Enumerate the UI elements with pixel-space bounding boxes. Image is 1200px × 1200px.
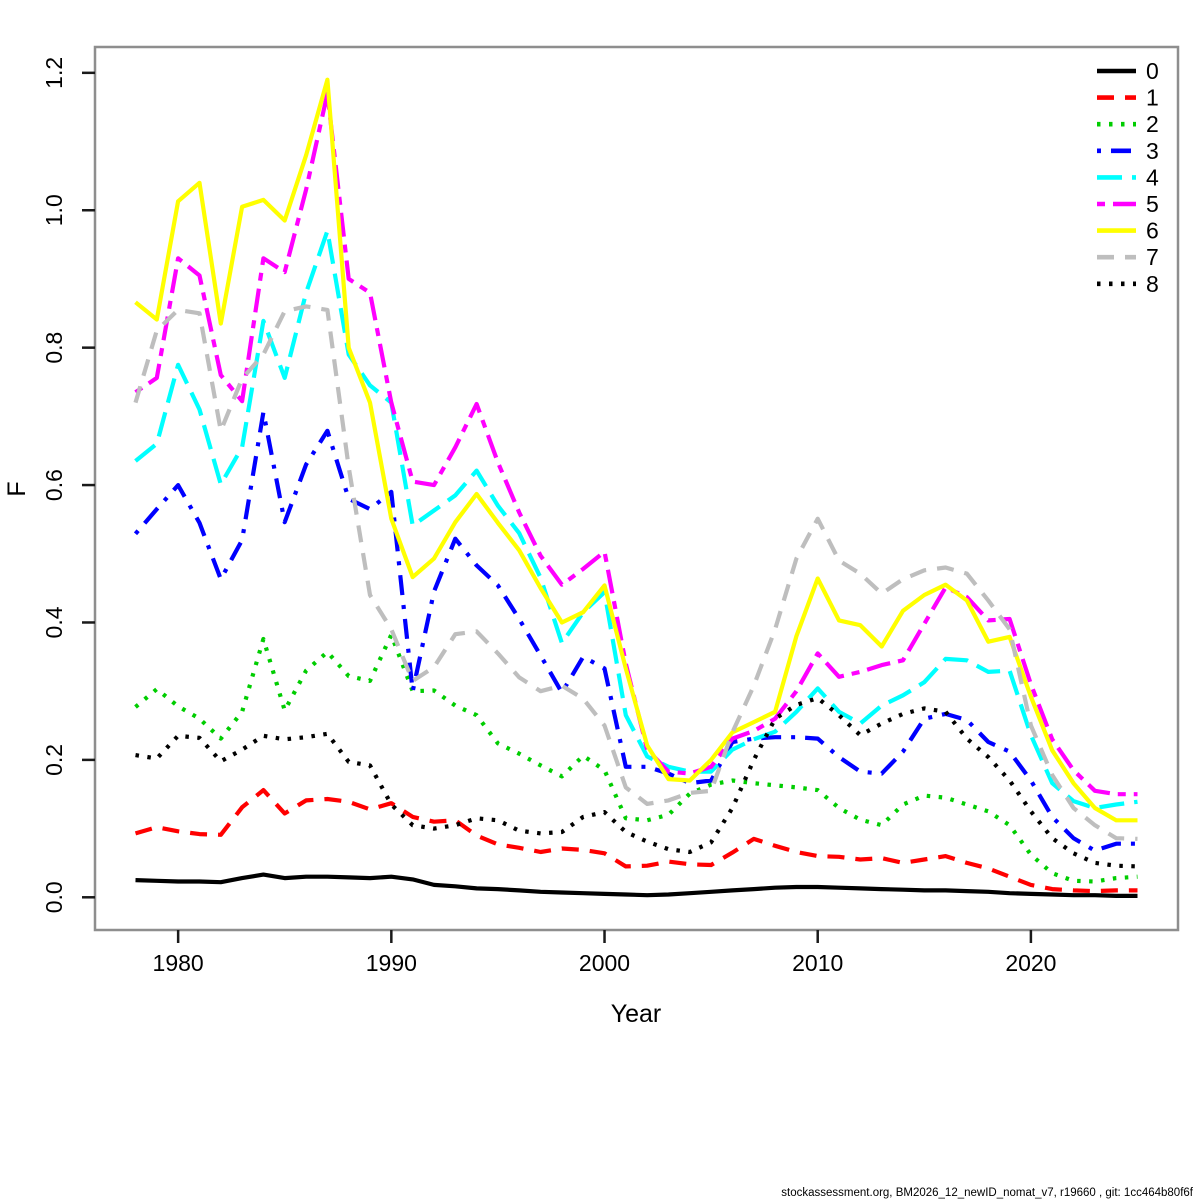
series-line-age-7 <box>133 304 1138 841</box>
legend-label-age-6: 6 <box>1146 218 1159 244</box>
chart-generated-layer: 1980 1990 2000 2010 2020 0.0 0.2 0.4 0.6 0.8 1.0 1.… <box>41 45 1180 976</box>
legend-label-age-2: 2 <box>1146 111 1159 137</box>
legend-label-age-8: 8 <box>1146 271 1159 297</box>
x-tick-label: 2000 <box>579 950 630 976</box>
series-line-age-3 <box>133 410 1138 853</box>
footer-attribution: stockassessment.org, BM2026_12_newID_nom… <box>781 1187 1193 1199</box>
x-axis-label: Year <box>611 1000 662 1028</box>
x-tick-label: 1980 <box>153 950 204 976</box>
series-line-age-0 <box>135 872 1138 899</box>
y-tick-label: 0.6 <box>41 469 67 501</box>
x-tick-label: 1990 <box>366 950 417 976</box>
y-tick-label: 1.0 <box>41 194 67 226</box>
y-tick-label: 0.2 <box>41 744 67 776</box>
y-tick-label: 1.2 <box>41 57 67 89</box>
series-line-age-5 <box>134 91 1138 797</box>
series-line-age-8 <box>135 695 1138 869</box>
legend-label-age-7: 7 <box>1146 244 1159 270</box>
series-line-age-2 <box>134 632 1138 884</box>
series-line-age-1 <box>134 787 1138 894</box>
legend-label-age-4: 4 <box>1146 164 1159 190</box>
plot-box <box>93 45 1180 932</box>
legend-label-age-0: 0 <box>1146 58 1159 84</box>
legend-label-age-1: 1 <box>1146 85 1159 111</box>
y-tick-label: 0.8 <box>41 332 67 364</box>
x-tick-label: 2010 <box>792 950 843 976</box>
x-tick-label: 2020 <box>1005 950 1056 976</box>
y-axis-label: F <box>3 481 31 496</box>
series-line-age-6 <box>134 77 1138 823</box>
y-tick-label: 0.0 <box>41 881 67 913</box>
legend-label-age-5: 5 <box>1146 191 1159 217</box>
y-tick-label: 0.4 <box>41 606 67 638</box>
legend-label-age-3: 3 <box>1146 138 1159 164</box>
